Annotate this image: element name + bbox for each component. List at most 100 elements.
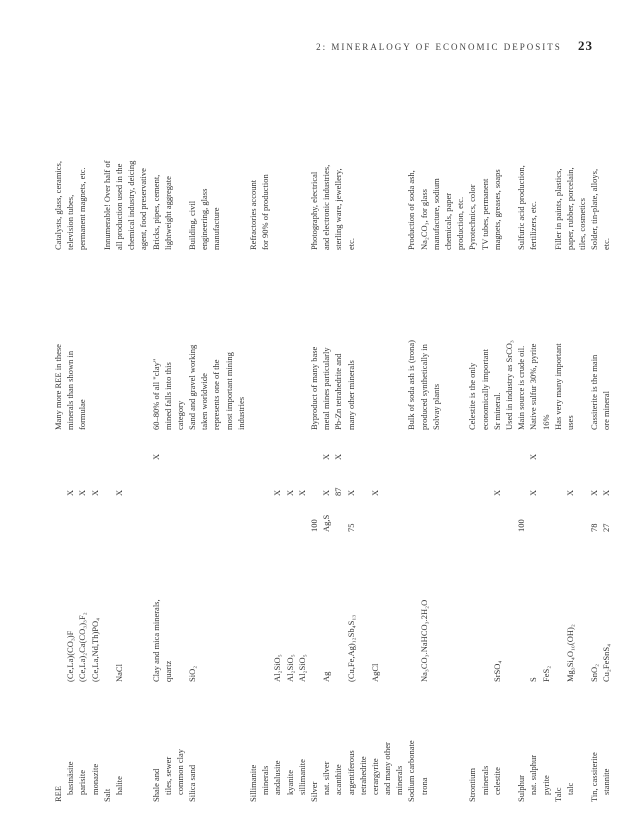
cell-c2	[405, 535, 417, 685]
cell-c6	[125, 253, 137, 433]
cell-c6: represents one of the	[210, 253, 222, 433]
cell-c3	[137, 499, 149, 535]
cell-c1: common clay	[174, 685, 186, 805]
cell-c1: and many other	[381, 685, 393, 805]
cell-c6: Main source is crude oil.	[515, 253, 527, 433]
cell-c5	[210, 433, 222, 463]
table-row: StrontiumCelestite is the onlyPyrotechni…	[466, 85, 478, 805]
cell-c1	[503, 685, 515, 805]
cell-c7	[369, 85, 381, 253]
cell-c7: lightweight aggregate	[162, 85, 174, 253]
cell-c1: Sodium carbonate	[405, 685, 417, 805]
cell-c5	[174, 433, 186, 463]
cell-c3	[466, 499, 478, 535]
cell-c5	[588, 433, 600, 463]
cell-c3	[503, 499, 515, 535]
cell-c2: NaCl	[113, 535, 125, 685]
table-row: minerals	[393, 85, 405, 805]
cell-c5	[491, 433, 503, 463]
cell-c6: economically important	[479, 253, 491, 433]
cell-c5	[503, 433, 515, 463]
cell-c7: agent, food preservative	[137, 85, 149, 253]
cell-c6: metal mines particularly	[320, 253, 332, 433]
cell-c6	[442, 253, 454, 433]
cell-c6	[454, 253, 466, 433]
cell-c3	[89, 499, 101, 535]
cell-c5: X	[527, 433, 539, 463]
cell-c6: minerals than shown in	[64, 253, 76, 433]
table-row: Shale andClay and mica minerals,X60–80% …	[150, 85, 162, 805]
cell-c7: magnets, greases, soaps	[491, 85, 503, 253]
cell-c7: chemicals, paper	[442, 85, 454, 253]
cell-c3	[576, 499, 588, 535]
cell-c2	[515, 535, 527, 685]
cell-c1	[235, 685, 247, 805]
cell-c4	[210, 463, 222, 499]
cell-c2	[393, 535, 405, 685]
cell-c2	[235, 535, 247, 685]
cell-c6: Bulk of soda ash is (trona)	[405, 253, 417, 433]
cell-c3	[210, 499, 222, 535]
cell-c7: Photography, electrical	[308, 85, 320, 253]
cell-c5	[137, 433, 149, 463]
cell-c6	[113, 253, 125, 433]
cell-c5	[357, 433, 369, 463]
cell-c3	[405, 499, 417, 535]
cell-c7	[223, 85, 235, 253]
cell-c7: and electronic industries,	[320, 85, 332, 253]
cell-c6	[247, 253, 259, 433]
cell-c3	[393, 499, 405, 535]
cell-c4	[515, 463, 527, 499]
cell-c4	[308, 463, 320, 499]
cell-c6: Many more REE in these	[52, 253, 64, 433]
cell-c6: Has very many important	[552, 253, 564, 433]
cell-c4	[137, 463, 149, 499]
cell-c7: Sulfuric acid production,	[515, 85, 527, 253]
cell-c1	[442, 685, 454, 805]
cell-c4	[442, 463, 454, 499]
table-row: tronaNa₃CO₃.NaHCO₃.2H₂Oproduced syntheti…	[418, 85, 430, 805]
cell-c6: uses	[564, 253, 576, 433]
cell-c3	[113, 499, 125, 535]
cell-c1: minerals	[393, 685, 405, 805]
cell-c5	[113, 433, 125, 463]
cell-c3	[162, 499, 174, 535]
cell-c4: 87	[332, 463, 344, 499]
cell-c4	[540, 463, 552, 499]
cell-c4: X	[296, 463, 308, 499]
cell-c7: etc.	[600, 85, 612, 253]
cell-c2	[332, 535, 344, 685]
cell-c2	[430, 535, 442, 685]
cell-c5	[345, 433, 357, 463]
cell-c4	[503, 463, 515, 499]
cell-c5	[284, 433, 296, 463]
table-row: monazite(Ce,La,Nd,Th)PO₄X	[89, 85, 101, 805]
cell-c3	[479, 499, 491, 535]
cell-c7: Catalysts, glass, ceramics,	[52, 85, 64, 253]
cell-c2	[442, 535, 454, 685]
cell-c1: minerals	[479, 685, 491, 805]
page-number: 23	[578, 38, 593, 53]
cell-c1: Salt	[101, 685, 113, 805]
cell-c4: X	[320, 463, 332, 499]
table-row: SillimaniteRefractories account	[247, 85, 259, 805]
cell-c4	[576, 463, 588, 499]
cell-c2	[223, 535, 235, 685]
table-row: TalcHas very many importantFiller in pai…	[552, 85, 564, 805]
cell-c5	[52, 433, 64, 463]
cell-c5	[296, 433, 308, 463]
cell-c3	[296, 499, 308, 535]
cell-c1	[454, 685, 466, 805]
cell-c7: chemical industry, deicing	[125, 85, 137, 253]
running-header: 2: MINERALOGY OF ECONOMIC DEPOSITS 23	[316, 38, 593, 54]
cell-c7: sterling ware, jewellery,	[332, 85, 344, 253]
cell-c7	[540, 85, 552, 253]
cell-c5: X	[150, 433, 162, 463]
cell-c1: Sillimanite	[247, 685, 259, 805]
cell-c2: SiO₂	[186, 535, 198, 685]
cell-c7: fertilizers, etc.	[527, 85, 539, 253]
cell-c2: (Ce,La,Nd,Th)PO₄	[89, 535, 101, 685]
cell-c2: Al₂SiO₅	[284, 535, 296, 685]
cell-c3	[150, 499, 162, 535]
cell-c5	[454, 433, 466, 463]
